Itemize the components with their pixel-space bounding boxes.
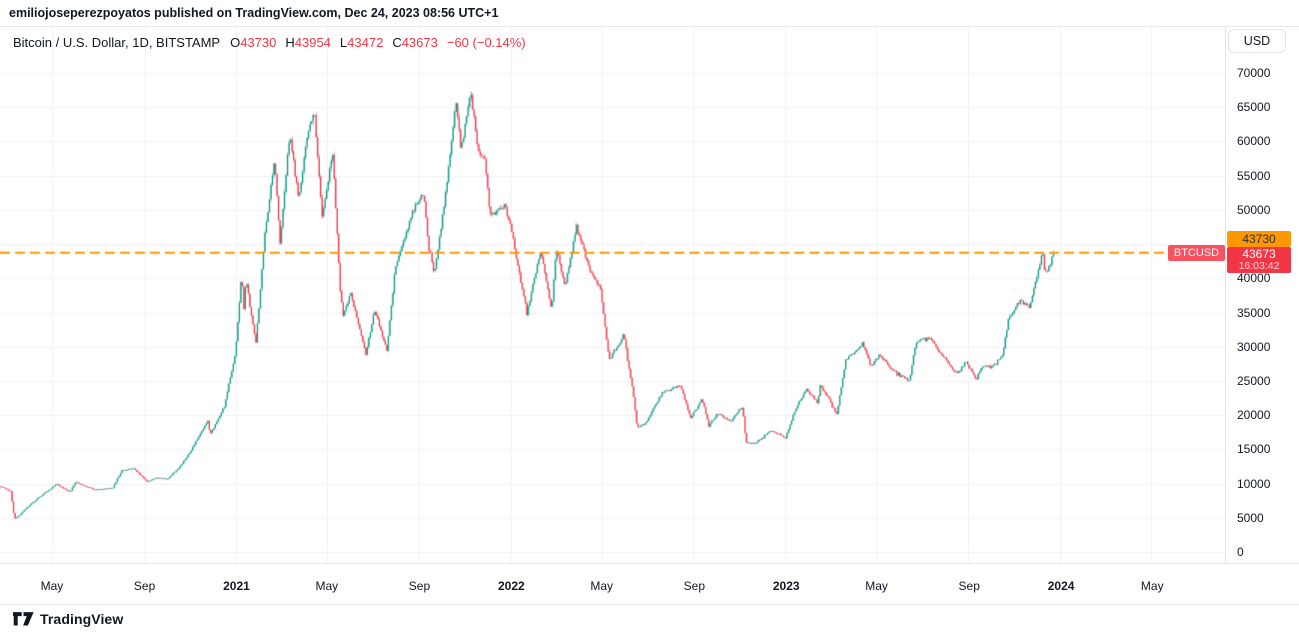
footer-bar: TradingView [0,604,1299,633]
time-tick-May: May [40,579,64,593]
price-tick-25000: 25000 [1237,373,1271,388]
time-tick-Sep: Sep [408,579,431,593]
price-tick-30000: 30000 [1237,339,1271,354]
price-tick-60000: 60000 [1237,134,1271,149]
ohlc-C: C43673 [392,34,438,50]
symbol-tag-text: BTCUSD [1173,246,1220,259]
price-tick-0: 0 [1237,545,1244,559]
last-price-label: 43673 16:03:42 [1227,246,1291,273]
ohlc-O: O43730 [230,34,277,50]
ohlc-L: L43472 [339,34,384,50]
last-price-value: 43673 [1242,246,1276,261]
time-tick-May: May [315,579,339,593]
price-tick-15000: 15000 [1237,442,1271,457]
time-tick-Sep: Sep [683,579,706,593]
price-tick-65000: 65000 [1237,100,1271,115]
symbol-legend: Bitcoin / U.S. Dollar, 1D, BITSTAMP O437… [13,33,526,51]
candlestick-chart[interactable] [0,27,1226,563]
ohlc-H: H43954 [285,34,331,50]
time-tick-Sep: Sep [133,579,156,593]
tradingview-logo-icon [13,612,34,626]
time-tick-May: May [590,579,614,593]
time-tick-2021: 2021 [223,579,250,593]
time-axis[interactable]: May Sep 2021 May Sep 2022 May Sep 2023 May Sep 2024… [0,563,1299,604]
time-tick-2023: 2023 [772,579,800,593]
ohlc-values: O43730 H43954 L43472 C43673 [230,35,447,50]
time-tick-Sep: Sep [958,579,980,593]
change-value: −60 (−0.14%) [446,34,526,50]
tradingview-logo-text: TradingView [40,611,124,627]
price-tick-40000: 40000 [1237,271,1271,286]
attribution-text: emiliojoseperezpoyatos published on Trad… [9,6,499,20]
price-tick-50000: 50000 [1237,202,1271,217]
currency-toggle-button[interactable]: USD [1228,29,1286,53]
price-tick-20000: 20000 [1237,408,1271,423]
price-tick-35000: 35000 [1237,305,1271,320]
time-tick-2024: 2024 [1047,579,1075,593]
time-tick-2022: 2022 [497,579,525,593]
price-tick-10000: 10000 [1237,476,1271,491]
symbol-tag: BTCUSD [1168,244,1225,261]
bar-countdown: 16:03:42 [1238,259,1280,272]
tradingview-logo[interactable]: TradingView [13,611,123,627]
attribution-bar: emiliojoseperezpoyatos published on Trad… [0,0,1299,27]
price-tick-55000: 55000 [1237,168,1271,183]
time-tick-May: May [1140,579,1164,593]
price-tick-5000: 5000 [1237,510,1264,525]
level-line-price-label: 43730 [1227,230,1291,247]
price-tick-70000: 70000 [1237,66,1271,80]
price-axis[interactable]: USD 43730 43673 16:03:42 70000 65000 60000… [1227,27,1299,563]
symbol-title: Bitcoin / U.S. Dollar, 1D, BITSTAMP [13,34,221,50]
time-tick-May: May [865,579,888,593]
